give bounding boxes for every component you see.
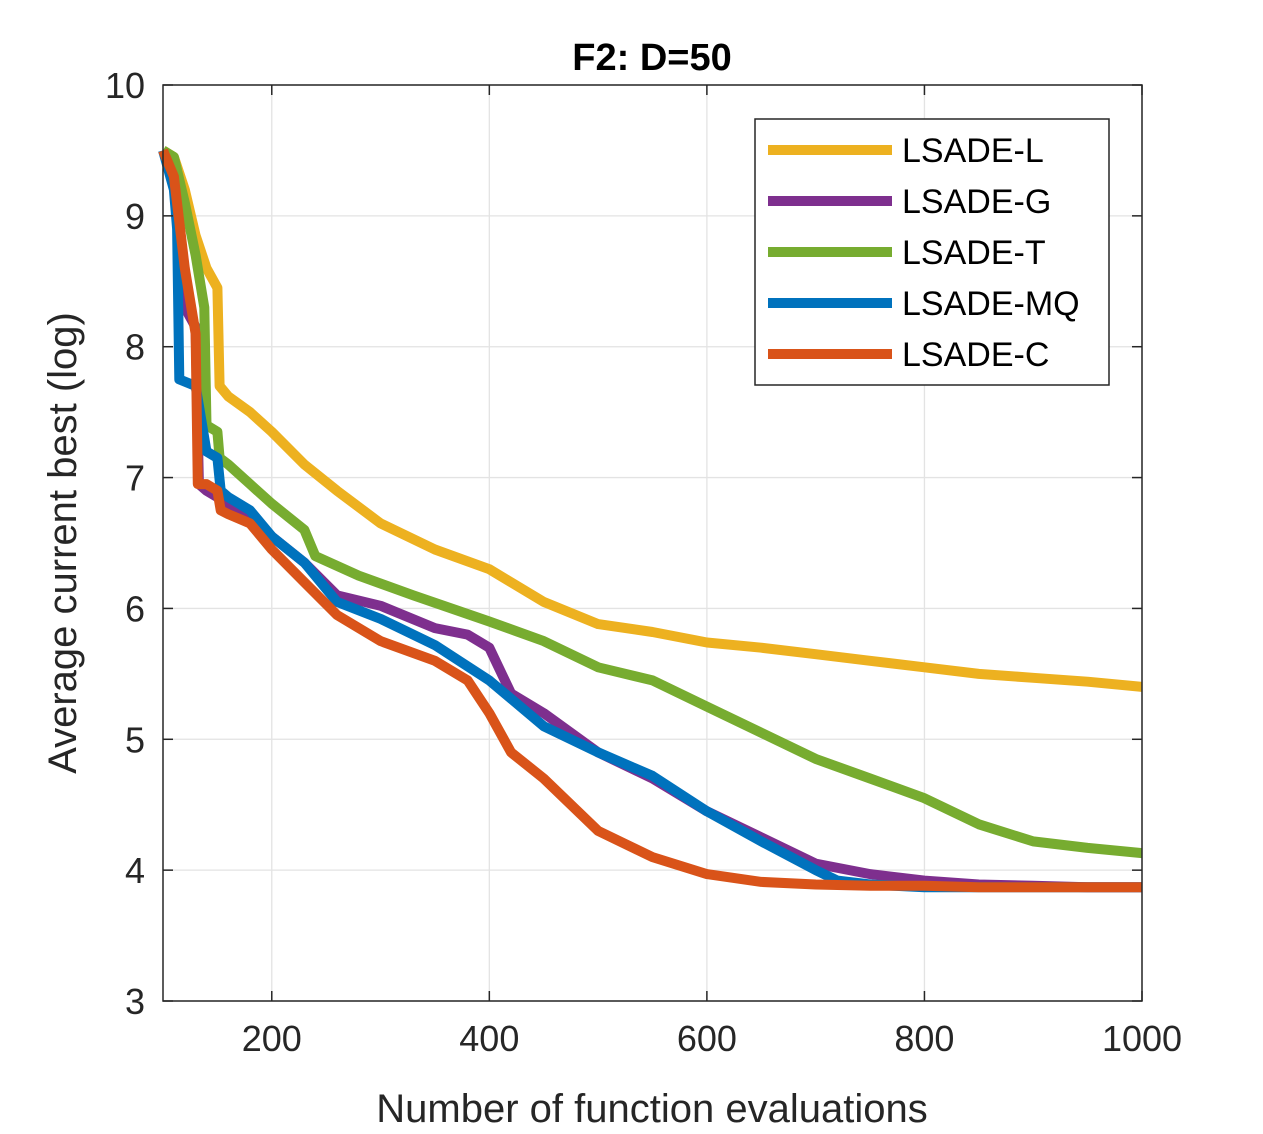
legend-entry-label: LSADE-G — [902, 183, 1051, 221]
series-line-lsade-t — [160, 146, 1143, 859]
x-axis-label: Number of function evaluations — [376, 1087, 927, 1131]
y-tick-label: 6 — [125, 588, 145, 629]
plot-frame — [162, 84, 1143, 1002]
legend-entry-label: LSADE-L — [902, 132, 1044, 170]
y-tick-label: 5 — [125, 719, 145, 760]
series-line-lsade-l — [160, 146, 1143, 692]
x-tick-label: 400 — [459, 1018, 519, 1059]
x-tick-label: 200 — [242, 1018, 302, 1059]
x-tick-label: 600 — [677, 1018, 737, 1059]
y-tick-label: 10 — [105, 65, 145, 106]
y-axis-label: Average current best (log) — [41, 312, 85, 774]
x-tick-label: 1000 — [1102, 1018, 1182, 1059]
y-tick-label: 7 — [125, 458, 145, 499]
y-tick-label: 4 — [125, 850, 145, 891]
ticks: 200 400 600 800 1000 3 4 5 6 7 8 9 10 — [105, 65, 1182, 1059]
y-tick-label: 8 — [125, 327, 145, 368]
y-tick-label: 9 — [125, 196, 145, 237]
y-tick-label: 3 — [125, 981, 145, 1022]
legend: LSADE-L LSADE-G LSADE-T LSADE-MQ LSADE-C — [754, 118, 1110, 386]
series-layer — [158, 146, 1143, 893]
legend-entry-label: LSADE-T — [902, 234, 1046, 272]
legend-entry-label: LSADE-MQ — [902, 285, 1080, 323]
chart-title: F2: D=50 — [572, 37, 731, 79]
legend-entry-label: LSADE-C — [902, 336, 1049, 374]
x-tick-label: 800 — [894, 1018, 954, 1059]
series-line-lsade-c — [158, 148, 1142, 893]
